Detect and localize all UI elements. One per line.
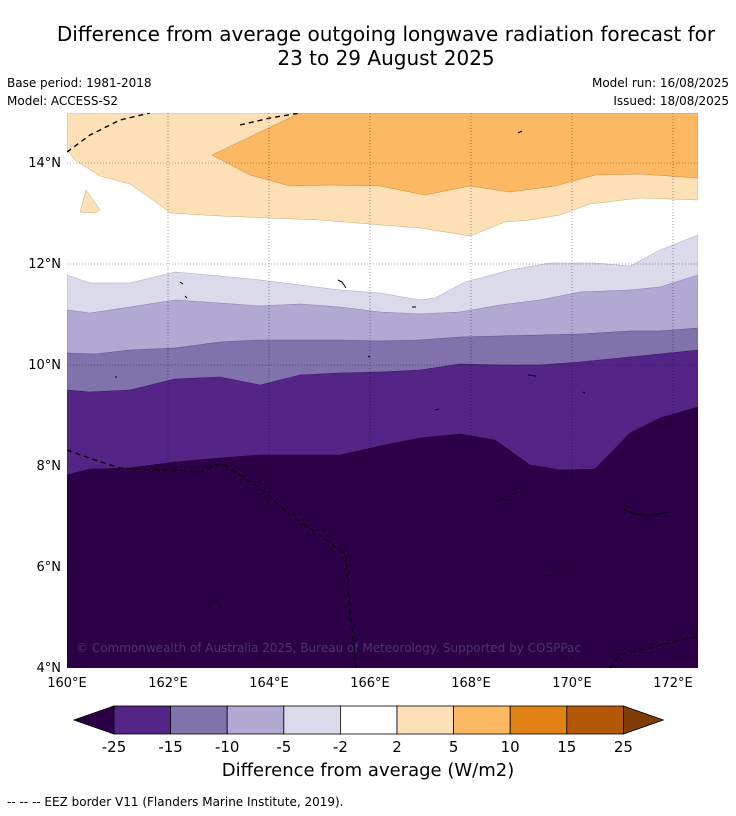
x-tick-label: 160°E	[47, 676, 87, 691]
y-tick-label: 8°N	[37, 459, 62, 474]
axis-labels: 160°E 162°E 164°E 166°E 168°E 170°E 172°…	[28, 156, 693, 691]
chart-title: Difference from average outgoing longwav…	[0, 22, 736, 70]
eez-borders	[67, 113, 698, 668]
colorbar-tick-label: 10	[501, 738, 520, 756]
title-line-1: Difference from average outgoing longwav…	[56, 22, 716, 46]
colorbar-tick-label: -25	[102, 738, 127, 756]
colorbar-tick-label: -2	[333, 738, 348, 756]
colorbar-tick-label: 25	[614, 738, 633, 756]
model-name: Model: ACCESS-S2	[7, 94, 119, 108]
y-tick-label: 6°N	[37, 560, 62, 575]
gridlines	[67, 113, 698, 668]
y-tick-label: 10°N	[28, 358, 61, 373]
colorbar-extension-low	[72, 705, 115, 735]
map-area: © Commonwealth of Australia 2025, Bureau…	[67, 113, 698, 668]
colorbar-segment	[566, 705, 624, 735]
colorbar-tick-label: -5	[276, 738, 291, 756]
y-tick-label: 12°N	[28, 257, 61, 272]
colorbar-segment	[453, 705, 511, 735]
x-tick-label: 170°E	[552, 676, 592, 691]
x-tick-label: 164°E	[249, 676, 289, 691]
band-5-to-10	[211, 113, 698, 196]
island-outlines	[115, 130, 669, 603]
colorbar-tick-label: -15	[158, 738, 183, 756]
title-line-2: 23 to 29 August 2025	[277, 46, 495, 70]
band-below-minus25	[67, 406, 698, 668]
meta-right: Model run: 16/08/2025 Issued: 18/08/2025	[592, 74, 729, 110]
colorbar-segment	[226, 705, 285, 735]
x-tick-label: 172°E	[653, 676, 693, 691]
x-tick-label: 162°E	[148, 676, 188, 691]
colorbar-title: Difference from average (W/m2)	[221, 760, 515, 781]
model-run: Model run: 16/08/2025	[591, 76, 729, 90]
colorbar-segment	[170, 705, 228, 735]
colorbar-tick-label: 2	[392, 738, 402, 756]
colorbar-segment	[339, 705, 398, 735]
x-tick-label: 168°E	[451, 676, 491, 691]
colorbar-tick-label: 15	[557, 738, 576, 756]
colorbar: -25 -15 -10 -5 -2 2 5 10 15 25	[72, 705, 665, 756]
colorbar-segment	[509, 705, 568, 735]
colorbar-segment	[396, 705, 454, 735]
colorbar-tick-label: -10	[215, 738, 240, 756]
base-period: Base period: 1981-2018	[7, 76, 152, 90]
colorbar-tick-label: 5	[449, 738, 459, 756]
meta-left: Base period: 1981-2018 Model: ACCESS-S2	[7, 74, 152, 110]
x-tick-label: 166°E	[350, 676, 390, 691]
colorbar-segment	[283, 705, 341, 735]
band-2-to-5-island	[79, 189, 101, 214]
y-tick-label: 14°N	[28, 156, 61, 171]
y-tick-label: 4°N	[37, 661, 62, 676]
colorbar-extension-high	[623, 705, 665, 735]
copyright-watermark: © Commonwealth of Australia 2025, Bureau…	[76, 641, 581, 655]
eez-footnote: -- -- -- EEZ border V11 (Flanders Marine…	[7, 795, 344, 809]
colorbar-segment	[113, 705, 171, 735]
issued-date: Issued: 18/08/2025	[613, 94, 729, 108]
